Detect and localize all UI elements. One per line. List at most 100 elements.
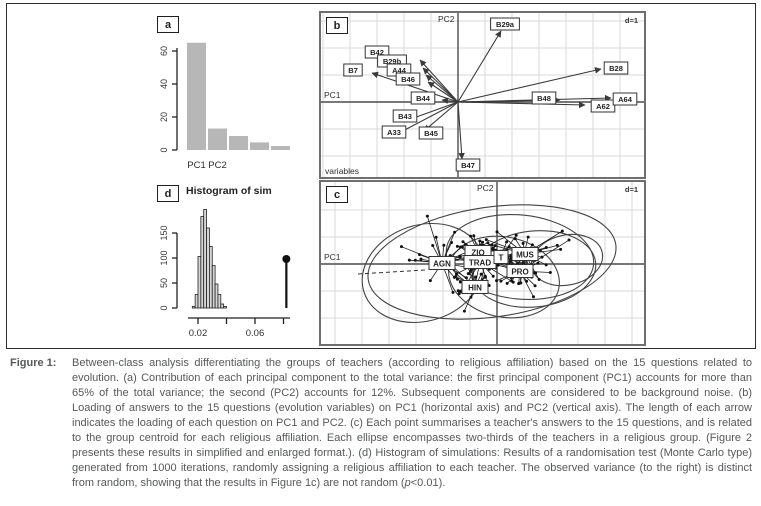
panel-a-xlabel-PC2: PC2 (208, 160, 226, 171)
hist-bar-8 (211, 265, 216, 309)
panel-b-axis-label-pc2: PC2 (438, 14, 455, 24)
svg-text:B28: B28 (609, 64, 623, 73)
figure-caption-label: Figure 1: (10, 357, 57, 369)
hist-bar-12 (223, 306, 227, 309)
svg-text:B45: B45 (424, 129, 438, 138)
panel-a-label-box: a (157, 16, 179, 33)
svg-text:A62: A62 (596, 102, 610, 111)
svg-text:B46: B46 (401, 75, 415, 84)
loading-label-B44: B44 (410, 91, 436, 105)
loading-label-A33: A33 (381, 125, 407, 139)
svg-text:B48: B48 (537, 94, 551, 103)
panel-b-scale-label: d=1 (625, 16, 638, 25)
svg-text:B7: B7 (348, 66, 358, 75)
loading-arrow-A33 (398, 101, 459, 134)
panel-d-ytick: 0 (159, 305, 169, 310)
hist-bar-2 (194, 294, 199, 309)
panel-d-label-box: d (157, 185, 179, 202)
loading-arrow-B47 (457, 101, 465, 160)
svg-text:HIN: HIN (468, 284, 482, 293)
loading-arrow-B29b (422, 67, 459, 103)
scree-bar-3 (229, 135, 248, 150)
caption-text: Between-class analysis differentiating t… (72, 357, 752, 489)
panel-a-ytick: 40 (159, 79, 169, 89)
panel-d-histogram: 0 50 100 150 0.02 0.06 (159, 209, 291, 339)
group-label-T: T (493, 250, 509, 264)
histogram-title: Histogram of sim (186, 185, 272, 197)
hist-bar-5 (203, 209, 207, 309)
panel-b-label-box: b (326, 17, 348, 34)
panel-c-label-box: c (326, 186, 348, 203)
svg-text:B47: B47 (461, 161, 475, 170)
panel-d-letter: d (164, 187, 172, 200)
svg-text:T: T (499, 254, 504, 263)
scree-bar-4 (250, 142, 269, 150)
loading-arrow-B42 (419, 59, 459, 103)
hist-bar-6 (206, 227, 210, 309)
loading-label-A64: A64 (612, 92, 638, 106)
caption-text-end: <0.01). (410, 477, 446, 489)
loading-arrow-B28 (457, 67, 602, 103)
hist-bar-9 (214, 283, 219, 309)
observed-value-dot (282, 255, 291, 263)
loading-label-B28: B28 (603, 61, 629, 75)
loading-label-B7: B7 (343, 63, 363, 77)
svg-text:MUS: MUS (516, 251, 534, 260)
group-ellipse-3 (445, 213, 595, 301)
hist-bar-1 (191, 306, 196, 309)
panel-b-variables-label: variables (325, 166, 359, 176)
loading-arrow-A44 (425, 74, 459, 103)
svg-text:B43: B43 (398, 112, 412, 121)
loading-arrow-A62 (457, 101, 586, 109)
scree-bar-1 (187, 42, 206, 150)
panel-d-ytick: 150 (159, 225, 169, 240)
loading-label-B46: B46 (395, 72, 421, 86)
svg-text:B42: B42 (370, 48, 384, 57)
loading-label-B29a: B29a (490, 17, 520, 31)
group-label-HIN: HIN (461, 280, 489, 294)
svg-text:A44: A44 (392, 66, 407, 75)
panel-a-scree-barchart: 0 20 40 60 PC1 PC2 (159, 42, 290, 171)
panel-d-ytick: 100 (159, 250, 169, 265)
svg-text:B44: B44 (416, 94, 431, 103)
panel-b-axis-label-pc1: PC1 (324, 90, 341, 100)
svg-text:ZIO: ZIO (471, 249, 484, 258)
panel-d-ytick: 50 (159, 278, 169, 288)
loading-label-B45: B45 (418, 126, 444, 140)
panel-d-xtick: 0.02 (189, 328, 208, 339)
loading-arrow-B45 (423, 101, 459, 132)
hist-bar-7 (209, 246, 213, 309)
group-label-MUS: MUS (511, 247, 539, 261)
group-label-AGN: AGN (428, 256, 456, 270)
svg-text:PRO: PRO (511, 268, 528, 277)
svg-text:TRAD: TRAD (469, 259, 491, 268)
panel-a-ytick: 60 (159, 46, 169, 56)
group-label-PRO: PRO (506, 264, 534, 278)
panel-a-letter: a (164, 18, 172, 31)
panel-c-letter: c (333, 188, 341, 201)
loading-arrow-B46 (427, 81, 459, 103)
loading-label-B47: B47 (455, 158, 481, 172)
hist-bar-10 (217, 294, 222, 309)
svg-text:B29a: B29a (496, 20, 515, 29)
loading-label-A62: A62 (590, 99, 616, 113)
figure-caption: Figure 1: Between-class analysis differe… (10, 356, 752, 491)
figure-caption-body: Between-class analysis differentiating t… (72, 356, 752, 491)
scree-bar-5 (271, 146, 290, 150)
group-label-TRAD: TRAD (463, 255, 497, 269)
loading-arrow-B29a (457, 30, 502, 103)
panel-c-scale-label: d=1 (625, 185, 638, 194)
loading-label-B43: B43 (392, 109, 418, 123)
panel-a-xlabel-PC1: PC1 (187, 160, 205, 171)
loading-arrow-B44 (441, 97, 459, 105)
loading-label-B48: B48 (531, 91, 557, 105)
panel-d-xtick: 0.06 (246, 328, 265, 339)
svg-text:AGN: AGN (433, 260, 451, 269)
panel-c-axis-label-pc2: PC2 (477, 183, 494, 193)
panel-a-ytick: 20 (159, 112, 169, 122)
svg-text:A33: A33 (387, 128, 401, 137)
hist-bar-11 (220, 303, 225, 309)
